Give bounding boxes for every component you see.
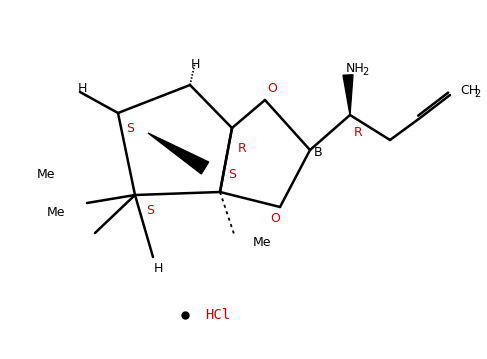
Text: 2: 2	[474, 89, 480, 99]
Polygon shape	[148, 133, 208, 174]
Text: R: R	[238, 141, 246, 154]
Text: S: S	[146, 204, 154, 216]
Text: 2: 2	[362, 67, 368, 77]
Text: H: H	[153, 261, 163, 275]
Text: Me: Me	[253, 236, 271, 248]
Text: NH: NH	[346, 61, 365, 75]
Text: S: S	[228, 168, 236, 182]
Text: S: S	[126, 121, 134, 135]
Text: O: O	[270, 211, 280, 224]
Text: Me: Me	[46, 206, 65, 219]
Text: O: O	[267, 81, 277, 94]
Text: CH: CH	[460, 84, 478, 97]
Text: H: H	[77, 81, 87, 94]
Text: Me: Me	[37, 168, 55, 182]
Text: B: B	[314, 145, 322, 159]
Polygon shape	[343, 75, 353, 115]
Text: H: H	[190, 59, 200, 71]
Text: HCl: HCl	[205, 308, 230, 322]
Text: R: R	[354, 126, 362, 140]
